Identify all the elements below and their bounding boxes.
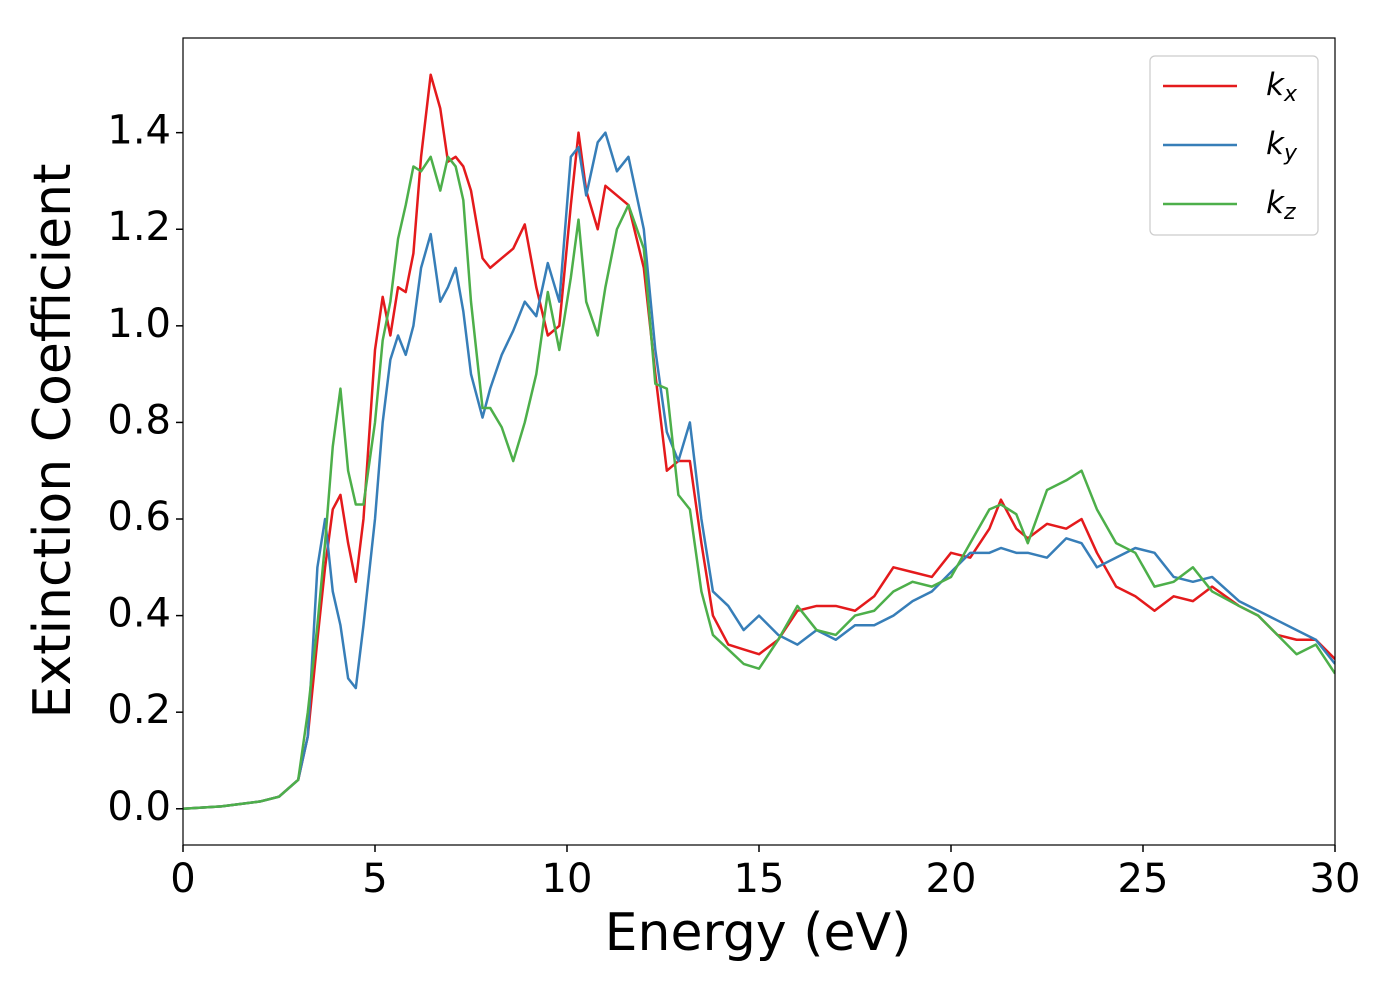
y-tick-label: 0.2 [107,687,171,733]
x-tick-label: 5 [362,856,387,902]
y-tick-label: 0.6 [107,494,171,540]
data-line [183,155,1335,811]
x-tick-label: 10 [542,856,593,902]
x-tick-label: 30 [1310,856,1361,902]
y-axis-label: Extinction Coefficient [23,164,83,719]
y-tick-label: 1.2 [107,204,171,250]
y-tick-label: 0.0 [107,784,171,830]
legend-label: kz [1266,185,1296,226]
x-tick-label: 20 [926,856,977,902]
x-tick-label: 0 [170,856,195,902]
data-line [183,73,1335,811]
y-tick-label: 0.8 [107,397,171,443]
x-tick-label: 15 [734,856,785,902]
y-tick-label: 1.4 [107,108,171,154]
x-axis-label: Energy (eV) [605,903,912,963]
legend-label: kx [1266,67,1298,108]
y-tick-label: 0.4 [107,591,171,637]
plot-frame [182,37,1336,846]
y-tick-label: 1.0 [107,301,171,347]
x-tick-label: 25 [1118,856,1169,902]
data-line [183,131,1335,811]
legend-label: ky [1266,126,1298,167]
